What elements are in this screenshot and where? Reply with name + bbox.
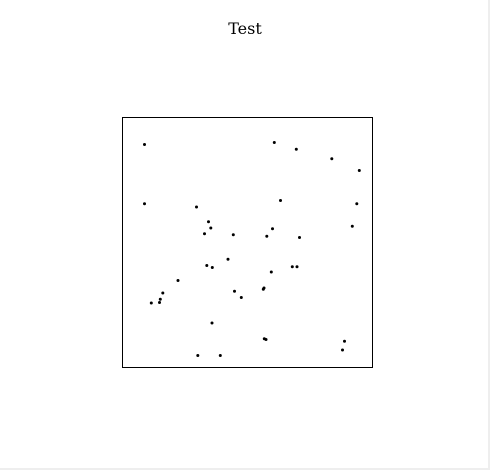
data-point-13 xyxy=(271,227,274,231)
data-point-21 xyxy=(290,265,294,269)
data-point-27 xyxy=(239,296,243,299)
data-point-30 xyxy=(149,301,153,305)
data-point-2 xyxy=(294,147,298,151)
data-point-1 xyxy=(272,141,276,144)
data-point-36 xyxy=(341,348,344,352)
right-edge-divider xyxy=(488,0,490,470)
data-point-14 xyxy=(265,234,269,238)
data-point-22 xyxy=(295,265,299,269)
data-point-6 xyxy=(279,199,282,202)
data-point-7 xyxy=(355,202,359,206)
data-point-11 xyxy=(203,232,206,236)
data-point-17 xyxy=(226,257,230,261)
data-point-38 xyxy=(218,354,222,357)
data-point-15 xyxy=(298,236,301,239)
data-point-19 xyxy=(210,266,214,269)
data-point-32 xyxy=(210,321,214,325)
data-point-34 xyxy=(264,338,268,341)
data-point-25 xyxy=(158,297,162,301)
data-point-3 xyxy=(330,157,334,161)
data-point-29 xyxy=(262,286,266,290)
data-points xyxy=(143,141,361,357)
data-point-31 xyxy=(158,301,161,304)
data-point-16 xyxy=(350,224,354,228)
data-point-0 xyxy=(143,143,146,146)
data-point-26 xyxy=(233,289,236,293)
data-point-8 xyxy=(195,205,198,209)
data-point-12 xyxy=(231,233,235,237)
chart-title: Test xyxy=(228,19,262,38)
data-point-35 xyxy=(343,339,346,343)
bottom-edge-divider xyxy=(0,468,490,470)
data-point-23 xyxy=(176,279,180,282)
data-point-10 xyxy=(209,226,213,230)
plot-frame xyxy=(122,117,373,368)
data-point-24 xyxy=(161,291,165,295)
data-point-37 xyxy=(196,354,200,357)
data-point-18 xyxy=(205,264,209,267)
data-point-5 xyxy=(143,202,146,206)
data-point-4 xyxy=(357,169,361,172)
data-point-20 xyxy=(269,270,273,274)
data-point-9 xyxy=(207,220,210,224)
